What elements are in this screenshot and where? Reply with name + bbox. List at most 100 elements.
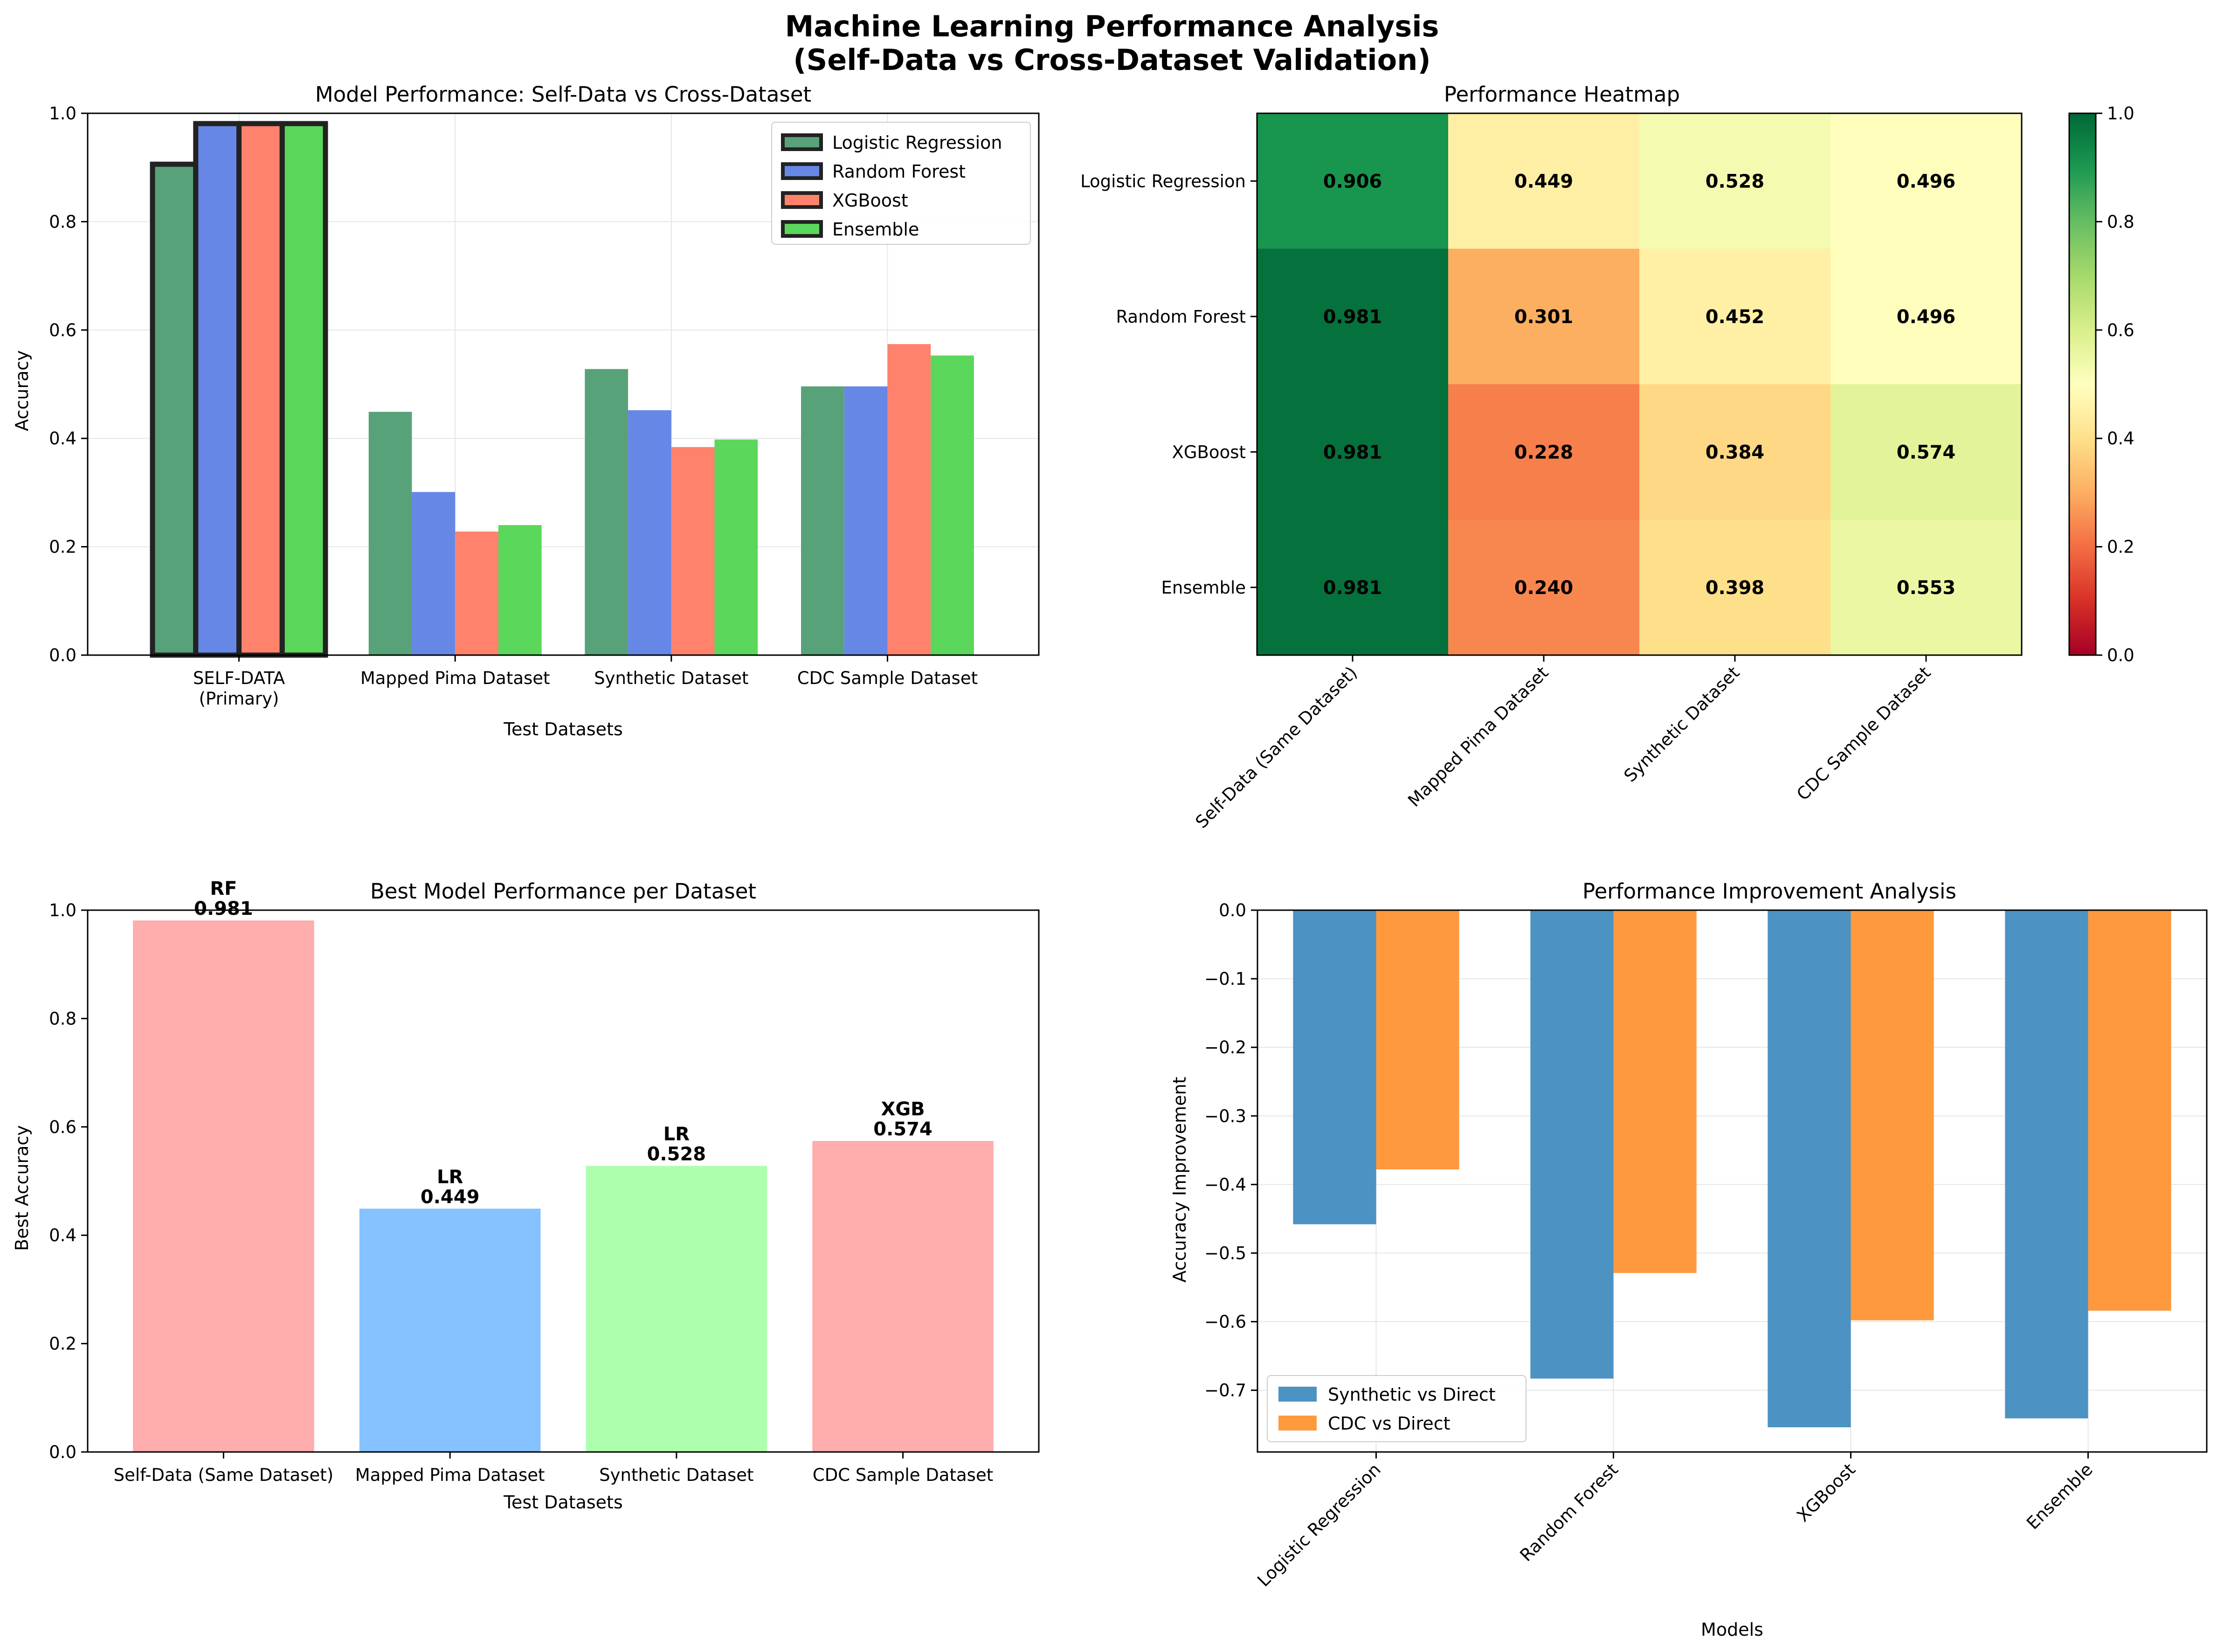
heatmap-col-label-cdc-sample-dataset: CDC Sample Dataset xyxy=(1793,663,1934,804)
panel4-xlabel: Models xyxy=(1701,1619,1763,1640)
panel1-bar-xgboost-3 xyxy=(887,344,931,655)
panel1-ytick-label: 0.6 xyxy=(49,320,76,340)
figure-title-line2: (Self-Data vs Cross-Dataset Validation) xyxy=(793,43,1430,77)
panel1-bar-xgboost-0 xyxy=(236,121,285,658)
heatmap-cell-label-1-1: 0.301 xyxy=(1514,306,1574,328)
heatmap-row-label-logistic-regression: Logistic Regression xyxy=(1080,171,1246,191)
panel4-ytick-label: −0.4 xyxy=(1204,1175,1246,1195)
colorbar-ticks: 0.0 0.2 0.4 0.6 0.8 1.0 xyxy=(2096,104,2134,665)
panel3-bar-value-label: 0.449 xyxy=(421,1186,480,1208)
panel4-xtick-label-ensemble: Ensemble xyxy=(2023,1459,2097,1534)
panel1-ytick-label: 0.0 xyxy=(49,645,76,665)
panel1-legend-swatch-random-forest xyxy=(781,162,823,180)
panel1-legend-label-logistic-regression: Logistic Regression xyxy=(832,132,1002,153)
panel3-bar-model-label: RF xyxy=(210,878,237,899)
panel1-xtick-label: Synthetic Dataset xyxy=(594,668,748,688)
panel3-title: Best Model Performance per Dataset xyxy=(370,879,756,904)
panel1-bar-random-forest-1 xyxy=(412,492,456,655)
panel1-bar-xgboost-1 xyxy=(455,532,498,655)
panel1-bar-ensemble-2 xyxy=(714,439,758,655)
panel3-bar-mapped-pima-dataset xyxy=(359,1209,541,1452)
panel1-bar-xgboost-2 xyxy=(671,447,715,655)
heatmap-cell-2-3 xyxy=(1830,384,2022,520)
heatmap-cell-label-1-2: 0.452 xyxy=(1706,306,1765,328)
colorbar-tick-label: 1.0 xyxy=(2107,104,2134,124)
heatmap-cell-label-0-1: 0.449 xyxy=(1514,171,1574,192)
heatmap-cell-label-2-3: 0.574 xyxy=(1897,442,1956,463)
heatmap-cell-label-2-0: 0.981 xyxy=(1323,442,1382,463)
heatmap-cell-label-1-3: 0.496 xyxy=(1897,306,1956,328)
panel3-bar-synthetic-dataset xyxy=(586,1166,767,1452)
panel1-bar-logistic-regression-2 xyxy=(585,369,629,655)
panel1-ytick-label: 0.2 xyxy=(49,537,76,557)
panel4-bar-cdc-vs-direct-ensemble xyxy=(2088,910,2171,1311)
panel1-xlabel: Test Datasets xyxy=(503,719,623,740)
panel4-xtick-label-xgboost: XGBoost xyxy=(1793,1459,1859,1526)
heatmap-cell-0-0 xyxy=(1257,113,1449,249)
heatmap-cell-1-3 xyxy=(1830,249,2022,385)
heatmap-frame xyxy=(1256,112,2023,656)
panel4-bar-synthetic-vs-direct-xgboost xyxy=(1768,910,1851,1428)
heatmap-cell-3-0 xyxy=(1257,519,1449,656)
panel3-xlabel: Test Datasets xyxy=(503,1492,623,1513)
heatmap-cell-0-1 xyxy=(1448,113,1640,249)
heatmap-row-label-xgboost: XGBoost xyxy=(1172,442,1246,462)
panel1-legend-box xyxy=(771,122,1031,245)
colorbar-tick-label: 0.0 xyxy=(2107,645,2134,665)
heatmap-cell-2-2 xyxy=(1639,384,1831,520)
panel3-bar-cdc-sample-dataset xyxy=(812,1141,994,1452)
panel3-bar-model-label: LR xyxy=(663,1123,690,1145)
panel4-legend: Synthetic vs Direct CDC vs Direct xyxy=(1267,1375,1526,1442)
heatmap-cell-label-3-0: 0.981 xyxy=(1323,577,1382,599)
panel1-bars xyxy=(150,121,974,658)
panel1-ytick-label: 0.8 xyxy=(49,212,76,232)
heatmap-row-label-random-forest: Random Forest xyxy=(1116,307,1246,327)
heatmap-cell-label-0-2: 0.528 xyxy=(1706,171,1765,192)
panel1-bar-random-forest-3 xyxy=(844,386,888,655)
heatmap-cells: 0.906 0.449 0.528 0.496 0.981 0.301 0.452 0.496… xyxy=(1257,113,2022,656)
panel1-bar-ensemble-0 xyxy=(279,121,328,658)
panel3-ytick-label: 0.0 xyxy=(49,1442,76,1462)
panel3-ytick-label: 0.4 xyxy=(49,1225,76,1245)
panel1-bar-ensemble-1 xyxy=(498,525,542,655)
grouped-bar-panel: Model Performance: Self-Data vs Cross-Da… xyxy=(12,82,1040,740)
heatmap-cell-label-3-3: 0.553 xyxy=(1897,577,1956,599)
panel3-ytick-label: 0.6 xyxy=(49,1117,76,1137)
panel3-bar-model-label: LR xyxy=(437,1166,463,1188)
heatmap-cell-label-2-1: 0.228 xyxy=(1514,442,1574,463)
panel4-ytick-label: 0.0 xyxy=(1219,900,1246,920)
panel3-bar-value-label: 0.528 xyxy=(647,1143,706,1165)
panel1-bar-logistic-regression-0 xyxy=(150,161,199,658)
panel1-legend-swatch-xgboost xyxy=(781,191,823,209)
panel1-legend-swatch-ensemble xyxy=(781,220,823,238)
panel4-bar-synthetic-vs-direct-logistic-regression xyxy=(1293,910,1376,1224)
panel1-ticks: 0.0 0.2 0.4 0.6 0.8 1.0 SELF-DATA(Primary) Mapp… xyxy=(49,104,978,709)
panel3-ytick-label: 0.2 xyxy=(49,1334,76,1354)
panel4-title: Performance Improvement Analysis xyxy=(1582,879,1956,904)
panel1-frame xyxy=(87,112,1040,656)
panel1-legend-label-xgboost: XGBoost xyxy=(832,190,908,211)
heatmap-cell-1-2 xyxy=(1639,249,1831,385)
panel4-ytick-label: −0.3 xyxy=(1204,1106,1246,1126)
heatmap-cell-3-3 xyxy=(1830,519,2022,656)
panel4-xtick-label-logistic-regression: Logistic Regression xyxy=(1253,1459,1384,1590)
panel3-ytick-label: 1.0 xyxy=(49,900,76,920)
panel4-frame xyxy=(1257,909,2208,1453)
panel4-bars xyxy=(1293,910,2171,1428)
heatmap-cell-label-2-2: 0.384 xyxy=(1706,442,1765,463)
heatmap-cell-0-2 xyxy=(1639,113,1831,249)
panel3-xtick-label: Self-Data (Same Dataset) xyxy=(114,1465,333,1485)
panel1-ylabel: Accuracy xyxy=(12,350,32,431)
panel1-bar-random-forest-0 xyxy=(193,121,242,658)
panel4-xtick-label-random-forest: Random Forest xyxy=(1516,1459,1622,1565)
colorbar-tick-label: 0.8 xyxy=(2107,212,2134,232)
heatmap-cell-0-3 xyxy=(1830,113,2022,249)
figure-title-line1: Machine Learning Performance Analysis xyxy=(785,9,1439,43)
panel1-title: Model Performance: Self-Data vs Cross-Da… xyxy=(315,82,811,107)
panel1-legend-label-ensemble: Ensemble xyxy=(832,219,919,240)
heatmap-cell-3-1 xyxy=(1448,519,1640,656)
heatmap-cell-label-1-0: 0.981 xyxy=(1323,306,1382,328)
heatmap-cell-1-0 xyxy=(1257,249,1449,385)
panel1-bar-logistic-regression-3 xyxy=(801,386,844,655)
